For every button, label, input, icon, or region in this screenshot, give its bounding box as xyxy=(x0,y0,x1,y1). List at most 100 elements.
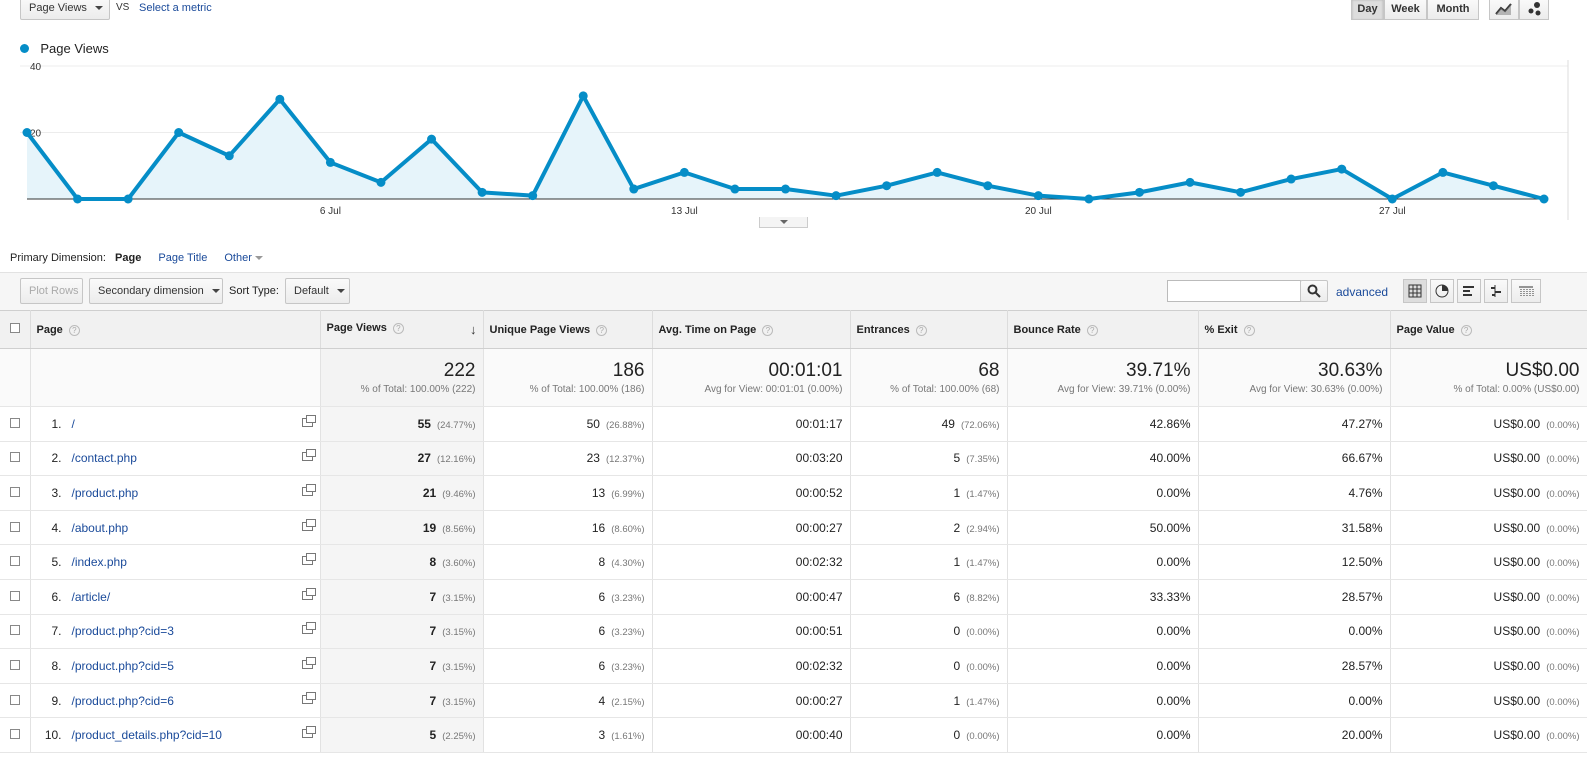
select-metric-link[interactable]: Select a metric xyxy=(139,2,212,14)
legend-label: Page Views xyxy=(40,41,109,57)
open-external-icon[interactable] xyxy=(301,587,316,600)
open-external-icon[interactable] xyxy=(301,483,316,496)
help-icon[interactable]: ? xyxy=(392,323,404,334)
col-header-avg-time-label: Avg. Time on Page xyxy=(658,323,757,336)
percentage-view-button[interactable] xyxy=(1430,279,1454,303)
page-link[interactable]: /product_details.php?cid=10 xyxy=(71,728,222,743)
total-page-views: 222 % of Total: 100.00% (222) xyxy=(320,348,484,407)
page-cell: 5. /index.php xyxy=(30,544,321,580)
page-link[interactable]: /article/ xyxy=(71,589,111,604)
exit-cell: 66.67% xyxy=(1198,441,1391,477)
page-link[interactable]: /contact.php xyxy=(71,451,137,466)
help-icon[interactable]: ? xyxy=(596,324,608,336)
help-icon[interactable]: ? xyxy=(762,324,774,336)
row-select-cell xyxy=(0,475,31,511)
open-external-icon[interactable] xyxy=(301,622,316,635)
page-views-pct: (3.15%) xyxy=(442,627,476,639)
search-input[interactable] xyxy=(1167,280,1301,302)
secondary-dimension-select[interactable]: Secondary dimension xyxy=(89,278,223,304)
row-checkbox[interactable] xyxy=(9,625,20,636)
help-icon[interactable]: ? xyxy=(1086,324,1098,336)
page-value-cell: US$0.00 (0.00%) xyxy=(1390,648,1587,684)
dimension-page-title[interactable]: Page Title xyxy=(158,252,208,264)
open-external-icon[interactable] xyxy=(301,656,316,669)
open-external-icon[interactable] xyxy=(301,518,316,531)
total-avg-time: 00:01:01 Avg for View: 00:01:01 (0.00%) xyxy=(652,348,851,407)
page-value-value: US$0.00 xyxy=(1493,624,1541,639)
row-checkbox[interactable] xyxy=(9,590,20,601)
unique-page-views-pct: (8.60%) xyxy=(611,523,645,535)
col-header-unique-page-views[interactable]: Unique Page Views? xyxy=(483,310,653,349)
entrances-value: 2 xyxy=(953,520,961,535)
day-button[interactable]: Day xyxy=(1351,0,1384,20)
help-icon[interactable]: ? xyxy=(1460,324,1472,336)
row-checkbox[interactable] xyxy=(9,729,20,740)
pivot-icon xyxy=(1519,286,1534,296)
open-external-icon[interactable] xyxy=(301,726,316,739)
performance-view-button[interactable] xyxy=(1457,279,1481,303)
secondary-dimension-label: Secondary dimension xyxy=(98,285,204,297)
plot-rows-button[interactable]: Plot Rows xyxy=(20,278,83,304)
row-checkbox[interactable] xyxy=(9,417,20,428)
col-header-page-value[interactable]: Page Value? xyxy=(1390,310,1587,349)
advanced-link[interactable]: advanced xyxy=(1336,285,1389,299)
chart-collapse-handle[interactable] xyxy=(759,217,808,228)
row-checkbox[interactable] xyxy=(9,452,20,463)
comparison-view-button[interactable] xyxy=(1484,279,1508,303)
open-external-icon[interactable] xyxy=(301,414,316,427)
page-link[interactable]: /product.php xyxy=(71,485,139,500)
row-checkbox[interactable] xyxy=(9,659,20,670)
row-checkbox[interactable] xyxy=(9,694,20,705)
open-external-icon[interactable] xyxy=(301,691,316,704)
col-header-bounce-rate[interactable]: Bounce Rate? xyxy=(1007,310,1199,349)
help-icon[interactable]: ? xyxy=(915,324,927,336)
pivot-view-button[interactable] xyxy=(1511,279,1541,303)
open-external-icon[interactable] xyxy=(301,449,316,462)
page-views-cell: 21 (9.46%) xyxy=(320,475,484,511)
page-link[interactable]: / xyxy=(71,416,75,431)
page-link[interactable]: /product.php?cid=5 xyxy=(71,658,174,673)
entrances-pct: (1.47%) xyxy=(966,558,1000,570)
y-tick-label: 20 xyxy=(30,129,42,140)
col-header-page-views[interactable]: Page Views? ↓ xyxy=(320,310,484,349)
col-header-exit[interactable]: % Exit? xyxy=(1198,310,1391,349)
motion-chart-toggle[interactable] xyxy=(1519,0,1549,20)
row-checkbox[interactable] xyxy=(9,556,20,567)
row-checkbox[interactable] xyxy=(9,521,20,532)
sort-type-select[interactable]: Default xyxy=(285,278,350,304)
line-chart-toggle[interactable] xyxy=(1489,0,1519,20)
page-views-value: 21 xyxy=(422,485,437,500)
page-link[interactable]: /product.php?cid=3 xyxy=(71,624,174,639)
dimension-page[interactable]: Page xyxy=(115,252,142,264)
select-all-checkbox[interactable] xyxy=(9,323,20,333)
help-icon[interactable]: ? xyxy=(1243,324,1255,336)
page-value-pct: (0.00%) xyxy=(1546,523,1580,535)
page-views-pct: (3.15%) xyxy=(442,661,476,673)
search-button[interactable] xyxy=(1300,280,1328,302)
page-link[interactable]: /about.php xyxy=(71,520,129,535)
data-view-button[interactable] xyxy=(1403,279,1427,303)
page-views-value: 27 xyxy=(417,451,431,466)
col-header-avg-time[interactable]: Avg. Time on Page? xyxy=(652,310,851,349)
col-header-page[interactable]: Page? xyxy=(30,310,321,349)
metric-select[interactable]: Page Views xyxy=(20,0,110,20)
col-header-entrances[interactable]: Entrances? xyxy=(850,310,1008,349)
week-button[interactable]: Week xyxy=(1384,0,1427,20)
table-row: 8. /product.php?cid=5 7 (3.15%) 6 (3.23%) 00:0… xyxy=(0,648,1587,684)
month-button[interactable]: Month xyxy=(1427,0,1479,20)
page-link[interactable]: /product.php?cid=6 xyxy=(71,693,174,708)
col-header-entrances-label: Entrances xyxy=(856,323,910,336)
row-index: 6. xyxy=(51,589,62,604)
row-checkbox[interactable] xyxy=(9,486,20,497)
unique-page-views-cell: 16 (8.60%) xyxy=(483,510,653,546)
page-views-value: 19 xyxy=(422,520,437,535)
unique-page-views-value: 6 xyxy=(598,658,606,673)
page-link[interactable]: /index.php xyxy=(71,555,127,570)
data-point xyxy=(477,187,487,197)
open-external-icon[interactable] xyxy=(301,553,316,566)
page-cell: 3. /product.php xyxy=(30,475,321,511)
total-value: 222 xyxy=(443,360,476,381)
unique-page-views-pct: (3.23%) xyxy=(611,592,645,604)
dimension-other[interactable]: Other xyxy=(224,252,263,264)
help-icon[interactable]: ? xyxy=(68,324,80,336)
